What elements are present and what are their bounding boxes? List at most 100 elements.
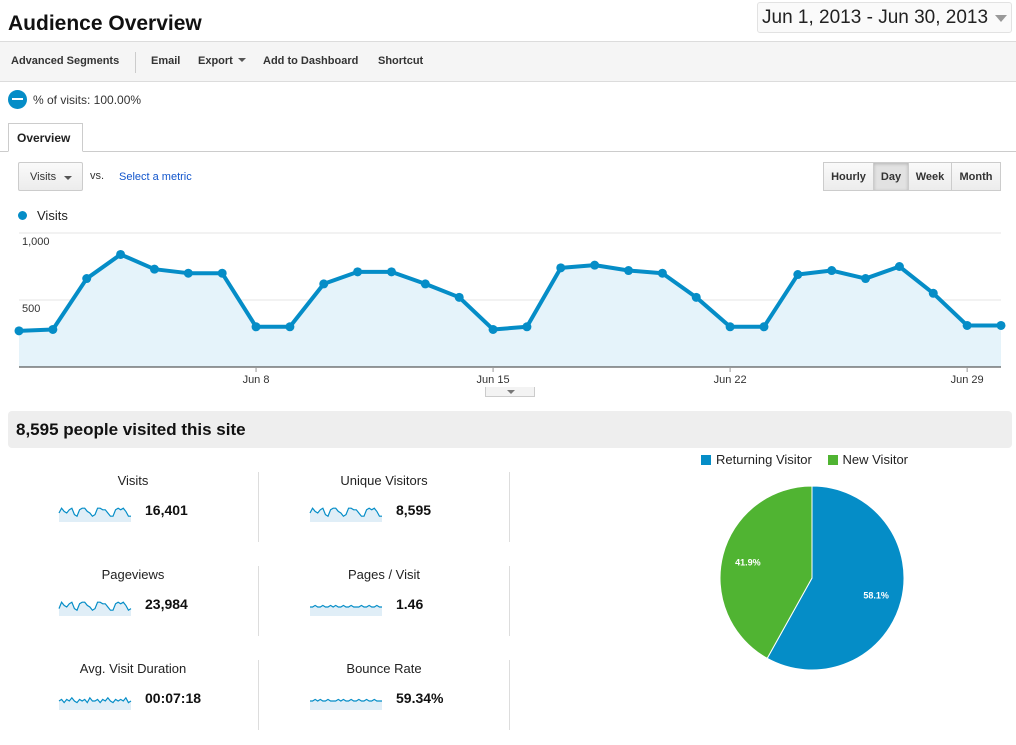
advanced-segments-button[interactable]: Advanced Segments [11,55,120,67]
x-tick-label: Jun 29 [951,374,984,386]
chevron-down-icon [237,58,246,62]
granularity-month-button[interactable]: Month [951,162,1001,191]
metric-sparkline [310,604,382,616]
metric-select-value: Visits [30,171,57,183]
toolbar: Advanced Segments Email Export Add to Da… [0,41,1016,82]
sparkline-line [309,507,382,518]
granularity-day-button[interactable]: Day [873,162,909,191]
data-point[interactable] [149,264,159,274]
metric-sparkline [309,507,382,522]
sparkline-line [58,696,132,704]
data-point[interactable] [116,249,126,259]
data-point[interactable] [556,263,566,273]
metric-cell[interactable]: Bounce Rate 59.34% [259,661,509,733]
toolbar-divider [135,52,136,73]
metric-label: Unique Visitors [340,473,428,488]
data-point[interactable] [14,326,24,336]
pie-legend-new: New Visitor [827,452,909,467]
data-point[interactable] [590,260,600,270]
data-point[interactable] [928,288,938,298]
chevron-down-icon [64,176,72,180]
sparkline-line [310,698,382,702]
data-point[interactable] [454,292,464,302]
visitor-type-pie-chart[interactable]: 58.1% 41.9% [712,480,912,680]
metric-divider [258,660,259,730]
summary-headline: 8,595 people visited this site [8,411,1012,448]
data-point[interactable] [319,279,329,289]
data-point[interactable] [285,322,295,332]
granularity-group: Hourly Day Week Month [823,162,1001,191]
data-point[interactable] [996,320,1006,330]
export-button[interactable]: Export [198,55,246,67]
metric-cell[interactable]: Pageviews 23,984 [8,567,258,639]
data-point[interactable] [488,324,498,334]
metric-cell[interactable]: Unique Visitors 8,595 [259,473,509,545]
data-point[interactable] [48,324,58,334]
pie-slice-label: 41.9% [735,557,761,567]
metric-value: 59.34% [396,690,444,706]
data-point[interactable] [894,262,904,271]
date-range-picker[interactable]: Jun 1, 2013 - Jun 30, 2013 [757,2,1012,33]
y-tick-label: 1,000 [22,236,50,248]
metric-label: Pages / Visit [347,567,421,582]
visits-line-chart[interactable]: 1,000 500 Jun 8 Jun 15 Jun 22 Jun 29 [0,228,1016,390]
metric-divider [509,660,510,730]
pie-legend-label: New Visitor [842,452,909,467]
data-point[interactable] [861,274,871,284]
pie-slice-label: 58.1% [863,591,889,601]
page-title: Audience Overview [8,12,202,35]
metric-value: 8,595 [396,502,432,518]
metric-divider [509,472,510,542]
data-point[interactable] [827,266,837,276]
email-button[interactable]: Email [151,55,181,67]
data-point[interactable] [759,322,769,332]
metric-label: Avg. Visit Duration [79,661,187,676]
metric-divider [509,566,510,636]
granularity-hourly-button[interactable]: Hourly [823,162,874,191]
data-point[interactable] [82,274,92,284]
data-point[interactable] [657,268,667,278]
data-point[interactable] [353,267,363,277]
pie-slice[interactable] [719,485,813,660]
metric-label: Visits [117,473,149,488]
date-range-label: Jun 1, 2013 - Jun 30, 2013 [762,7,989,28]
tab-bar-line [0,151,1016,152]
data-point[interactable] [251,322,261,332]
metric-cell[interactable]: Avg. Visit Duration 00:07:18 [8,661,258,733]
sparkline-line [310,604,382,608]
metric-cell[interactable]: Visits 16,401 [8,473,258,545]
pie-slice[interactable] [766,485,905,671]
tab-overview[interactable]: Overview [8,123,83,152]
pie-legend: Returning Visitor New Visitor [701,452,920,467]
metric-value: 1.46 [396,596,424,612]
segment-label: % of visits: 100.00% [33,93,142,107]
add-to-dashboard-button[interactable]: Add to Dashboard [263,55,359,67]
data-point[interactable] [420,279,430,289]
data-point[interactable] [793,270,803,280]
data-point[interactable] [691,292,701,302]
metric-value: 23,984 [145,596,188,612]
x-tick-label: Jun 22 [714,374,747,386]
metric-value: 00:07:18 [145,690,202,706]
segment-icon [8,90,27,109]
data-point[interactable] [962,320,972,330]
metric-sparkline [58,507,131,522]
metric-cell[interactable]: Pages / Visit 1.46 [259,567,509,639]
data-point[interactable] [386,267,396,277]
granularity-week-button[interactable]: Week [908,162,952,191]
metric-label: Pageviews [101,567,165,582]
shortcut-button[interactable]: Shortcut [378,55,424,67]
data-point[interactable] [725,322,735,332]
select-metric-link[interactable]: Select a metric [119,171,192,183]
data-point[interactable] [624,266,634,276]
data-point[interactable] [183,268,193,278]
pie-legend-label: Returning Visitor [716,452,812,467]
metric-sparkline [310,698,382,710]
metric-select[interactable]: Visits [18,162,83,191]
data-point[interactable] [217,268,227,278]
visits-area [19,254,1001,367]
chevron-down-icon[interactable] [995,15,1007,22]
data-point[interactable] [522,322,532,332]
metric-label: Bounce Rate [346,661,422,676]
chart-resize-handle[interactable] [485,387,535,397]
